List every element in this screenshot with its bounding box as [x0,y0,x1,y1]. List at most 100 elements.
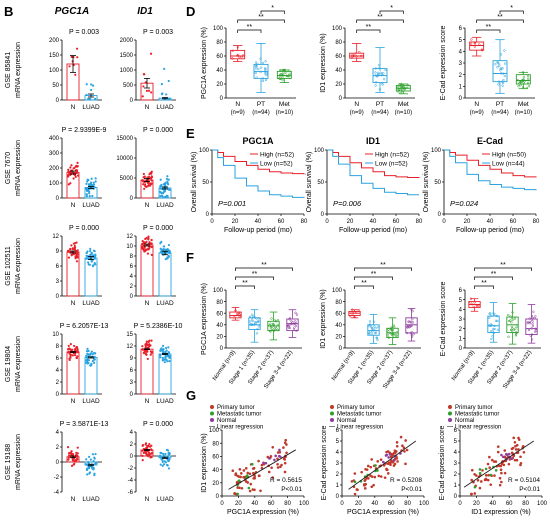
x-tick-label: LUAD [156,104,174,111]
y-tick-label: 6 [459,288,463,294]
data-point [282,68,286,72]
data-point [522,86,525,89]
data-point [510,328,513,332]
data-point [496,66,499,69]
data-point [528,317,531,320]
y-tick-label: 0 [206,212,210,218]
x-tick-label: Met [398,101,409,108]
data-point-primary [283,461,287,465]
data-point [85,257,88,260]
x-tick-label: PT [496,101,504,108]
data-point [284,71,287,75]
data-point [257,325,260,328]
data-point-primary [240,472,243,475]
data-point-primary [470,492,473,496]
x-tick-label: LUAD [82,496,100,503]
data-point [401,87,404,90]
legend-marker [210,411,214,416]
data-point [73,344,76,348]
significance-label: ** [261,262,267,269]
data-point [87,462,90,465]
data-point [86,261,90,264]
data-point-primary [365,476,369,480]
data-point [350,311,353,314]
y-tick-label: 0 [438,212,442,218]
data-point [520,80,523,84]
data-point [67,351,70,354]
p-value-label: P<0.01 [281,486,302,493]
n-label: (n=9) [231,110,245,116]
data-point [94,461,97,464]
data-point [149,353,152,356]
data-point-primary [353,492,357,496]
data-point [495,314,499,318]
data-point [168,359,171,363]
data-point [274,325,277,328]
y-axis-label: mRNA expression [15,140,22,196]
data-point [517,85,520,88]
x-tick-label: LUAD [156,202,174,209]
panel-letter-e: E [186,126,195,141]
data-point [147,340,150,344]
data-point [148,451,151,454]
y-tick-label: 150 [49,53,60,59]
x-tick-label: Met [518,101,529,108]
data-point [519,84,522,87]
data-point [514,327,517,330]
data-point [147,89,151,92]
data-point [86,250,89,253]
data-point [90,350,93,353]
data-point [276,328,279,332]
y-tick-label: 20 [216,335,223,341]
significance-bracket [474,285,494,289]
data-point [143,250,146,253]
data-point [376,326,380,329]
x-tick-label: 0 [458,501,462,507]
data-point [141,454,144,457]
data-point-primary [373,475,377,479]
data-point [497,80,501,83]
data-point [287,74,290,77]
data-point [147,454,150,457]
data-point-primary [405,448,409,452]
y-tick-label: 6 [454,428,458,434]
significance-label: ** [377,14,383,21]
significance-label: ** [380,262,386,269]
y-tick-label: 4 [130,430,134,436]
data-point [469,301,472,304]
data-point [163,183,167,186]
data-point [473,301,476,304]
legend-label: Linear regression [217,425,263,431]
data-point-primary [478,486,482,490]
data-point-metastatic [376,469,379,472]
n-label: (n=10) [395,110,413,116]
data-point-primary [519,455,522,459]
data-point [254,316,257,319]
data-point [265,73,268,77]
data-point-primary [492,460,496,463]
p-value-label: P = 0.003 [69,29,99,36]
data-point-primary [246,471,250,475]
data-point [271,325,274,328]
data-point-normal [501,455,505,459]
data-point [88,472,91,475]
x-tick-label: 100 [419,501,430,507]
data-point [350,56,353,59]
data-point-primary [474,474,478,477]
data-point-primary [498,476,502,480]
x-tick-label: N [71,398,76,405]
data-point [93,257,97,260]
data-point [489,314,493,317]
data-point [162,344,165,347]
data-point [68,65,71,68]
y-axis-label: Overall survival (%) [191,152,198,213]
data-point [166,248,169,251]
data-point [89,458,92,461]
data-point-primary [248,472,252,476]
data-point-metastatic [353,480,357,484]
data-point [75,165,79,168]
data-point [88,97,92,100]
data-point [376,74,379,77]
data-point [378,63,381,67]
data-point [534,315,537,318]
